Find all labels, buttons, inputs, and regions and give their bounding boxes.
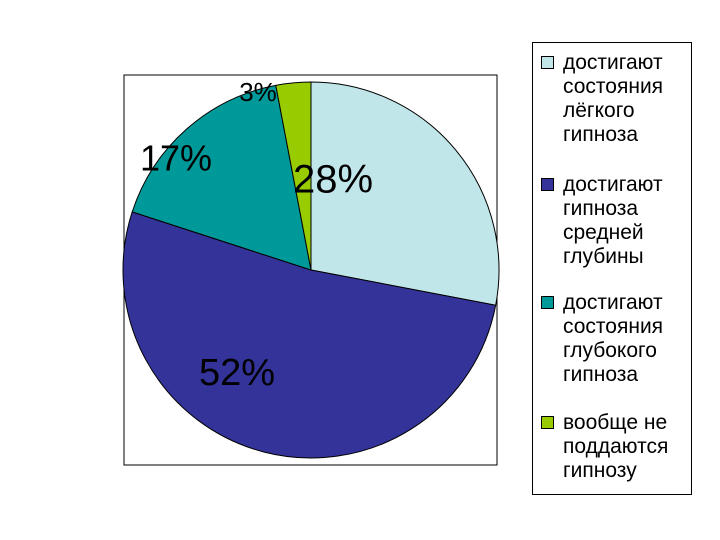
data-label: 52% [199, 352, 275, 394]
data-label: 3% [239, 77, 277, 107]
legend-swatch [541, 178, 554, 191]
data-label: 28% [293, 158, 373, 202]
pie-slice [310, 81, 500, 306]
pie-slice [122, 211, 497, 459]
legend-swatch [541, 56, 554, 69]
legend-label: достигают состояния глубокого гипноза [563, 291, 664, 386]
legend-label: вообще не поддаются гипнозу [563, 411, 669, 482]
legend-label: достигают состояния лёгкого гипноза [563, 51, 664, 146]
legend: достигают состояния лёгкого гипноза дости… [532, 42, 692, 495]
pie-slice [131, 84, 312, 271]
data-label: 17% [140, 138, 212, 179]
legend-swatch [541, 416, 554, 429]
legend-label: достигают гипноза средней глубины [563, 173, 663, 268]
pie-slice [275, 81, 312, 271]
legend-swatch [541, 296, 554, 309]
